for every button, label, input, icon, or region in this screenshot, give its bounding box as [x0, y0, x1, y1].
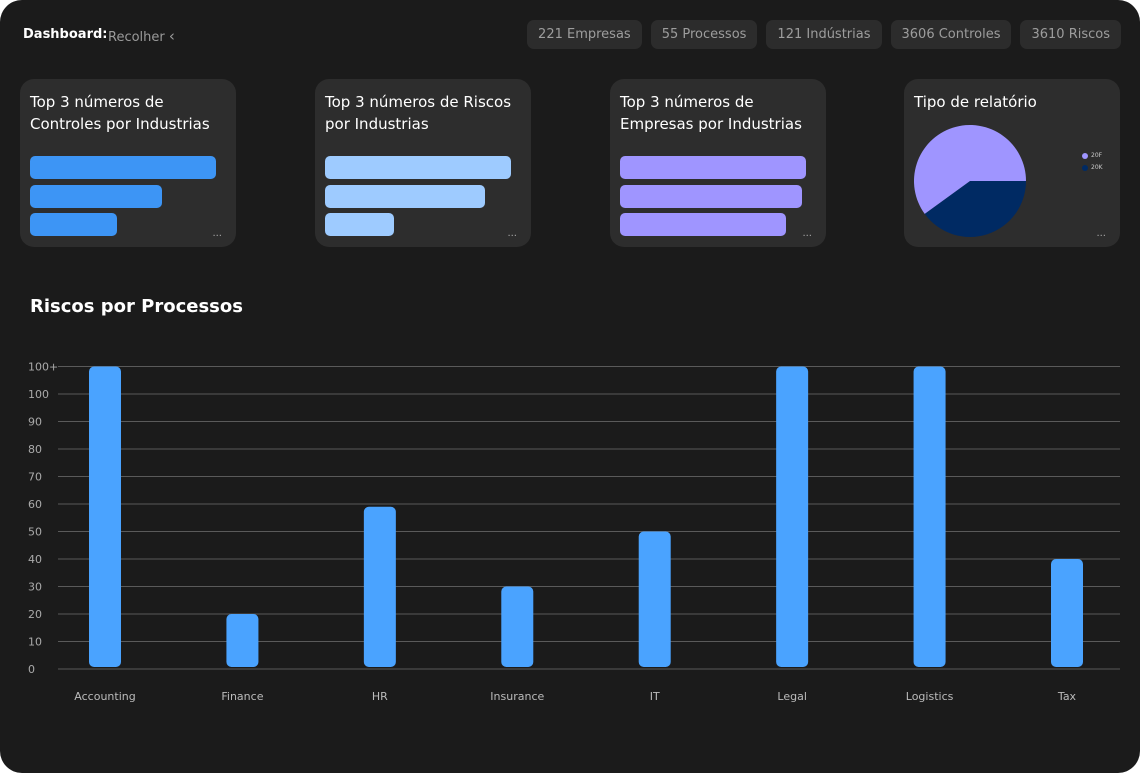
- legend-swatch: [1082, 164, 1088, 171]
- x-tick-label: IT: [650, 690, 660, 703]
- y-tick-label: 0: [28, 663, 35, 676]
- x-tick-label: Logistics: [906, 690, 954, 703]
- x-tick-label: Accounting: [74, 690, 135, 703]
- x-tick-label: Tax: [1057, 690, 1077, 703]
- y-tick-label: 90: [28, 416, 42, 429]
- y-tick-label: 30: [28, 581, 42, 594]
- legend-swatch: [1082, 152, 1088, 159]
- x-tick-label: Insurance: [490, 690, 544, 703]
- top3-bar[interactable]: [325, 213, 394, 236]
- bar-finance[interactable]: [226, 614, 259, 667]
- y-tick-label: 70: [28, 471, 42, 484]
- x-tick-label: Finance: [221, 690, 263, 703]
- x-tick-label: Legal: [777, 690, 806, 703]
- top3-bar[interactable]: [620, 156, 806, 179]
- page-title: Dashboard:: [23, 27, 108, 42]
- y-tick-label: 100: [28, 388, 49, 401]
- bar-legal[interactable]: [776, 366, 809, 668]
- pie-slice-20F[interactable]: [914, 124, 1026, 214]
- pie-chart: [914, 124, 1026, 237]
- card-title: Top 3 números de Controles por Industria…: [30, 93, 210, 133]
- top3-bar[interactable]: [325, 184, 485, 208]
- y-tick-label: 60: [28, 498, 42, 511]
- bar-it[interactable]: [638, 531, 671, 668]
- legend-label: 20K: [1091, 164, 1103, 171]
- chevron-left-icon: ‹: [168, 27, 175, 45]
- top3-bar[interactable]: [30, 156, 216, 179]
- y-tick-label: 50: [28, 526, 42, 539]
- y-tick-label: 40: [28, 553, 42, 566]
- bar-logistics[interactable]: [913, 366, 946, 668]
- card-title: Top 3 números de Riscos por Industrias: [325, 93, 512, 133]
- top3-bar[interactable]: [620, 184, 803, 208]
- stat-processos[interactable]: 55 Processos: [650, 20, 758, 49]
- collapse-button[interactable]: Recolher ‹: [108, 27, 175, 45]
- legend-item: 20F: [1082, 152, 1103, 159]
- top3-bar[interactable]: [325, 156, 511, 179]
- card-top3: Top 3 números de Controles por Industria…: [20, 79, 236, 247]
- y-tick-label: 10: [28, 636, 42, 649]
- top3-bar[interactable]: [30, 213, 118, 236]
- y-tick-label: 100+: [28, 361, 58, 374]
- top3-bar[interactable]: [30, 184, 163, 208]
- pie-legend: 20F 20K: [1082, 152, 1103, 176]
- card-top3: Top 3 números de Riscos por Industrias..…: [315, 79, 531, 247]
- stats-bar: 221 Empresas 55 Processos 121 Indústrias…: [527, 20, 1121, 49]
- card-tipo-relatorio: Tipo de relatório 20F 20K ...: [904, 79, 1120, 247]
- card-top3: Top 3 números de Empresas por Industrias…: [610, 79, 826, 247]
- bar-insurance[interactable]: [501, 586, 534, 668]
- x-tick-label: HR: [372, 690, 388, 703]
- card-title: Top 3 números de Empresas por Industrias: [620, 93, 802, 133]
- collapse-label: Recolher: [108, 30, 165, 45]
- stat-riscos[interactable]: 3610 Riscos: [1020, 20, 1121, 49]
- stat-empresas[interactable]: 221 Empresas: [527, 20, 642, 49]
- more-icon[interactable]: ...: [507, 228, 517, 239]
- y-tick-label: 80: [28, 443, 42, 456]
- pie-slice-20K[interactable]: [924, 181, 1026, 237]
- y-tick-label: 20: [28, 608, 42, 621]
- legend-label: 20F: [1091, 152, 1103, 159]
- bar-accounting[interactable]: [89, 366, 121, 668]
- more-icon[interactable]: ...: [1096, 228, 1106, 239]
- top3-bar[interactable]: [620, 213, 786, 236]
- legend-item: 20K: [1082, 164, 1103, 171]
- card-title: Tipo de relatório: [914, 93, 1037, 111]
- bar-chart: 0 10 20 30 40 50 60 70 80 90 100 100+ Accounting Fina…: [28, 361, 1120, 703]
- more-icon[interactable]: ...: [802, 228, 812, 239]
- section-title: Riscos por Processos: [30, 296, 243, 317]
- bar-hr[interactable]: [363, 506, 396, 667]
- stat-industrias[interactable]: 121 Indústrias: [766, 20, 882, 49]
- more-icon[interactable]: ...: [212, 228, 222, 239]
- bar-tax[interactable]: [1051, 559, 1083, 667]
- stat-controles[interactable]: 3606 Controles: [890, 20, 1012, 49]
